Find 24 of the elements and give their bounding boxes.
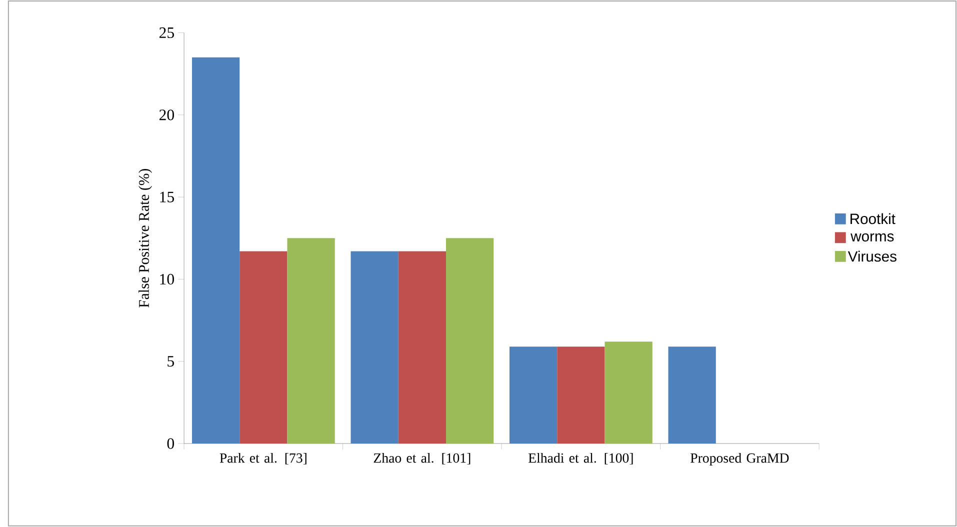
legend-label: Viruses: [848, 250, 896, 262]
y-tick-label: 25: [159, 27, 174, 38]
x-tick-label: Proposed GraMD: [690, 453, 789, 466]
bar: [446, 238, 494, 444]
bar: [604, 342, 652, 444]
legend-label: Rootkit: [850, 213, 896, 224]
x-tick-label: Park et al. [73]: [220, 453, 306, 464]
bar: [668, 346, 716, 444]
x-tick-label: Elhadi et al. [100]: [528, 453, 633, 464]
bar: [240, 251, 288, 444]
y-tick-label: 20: [159, 110, 174, 120]
bar: [557, 346, 605, 444]
y-tick-label: 5: [168, 356, 174, 367]
legend-label: worms: [850, 233, 894, 242]
bar: [192, 57, 240, 444]
x-tick-label: Zhao et al. [101]: [374, 453, 470, 464]
bar: [510, 346, 558, 444]
y-tick-label: 0: [167, 438, 174, 449]
y-tick-label: 15: [160, 192, 174, 202]
y-axis-title: False Positive Rate (%): [138, 169, 152, 308]
bar: [350, 251, 398, 444]
y-tick-label: 10: [160, 274, 174, 285]
bar: [398, 251, 446, 444]
bar: [287, 238, 335, 444]
